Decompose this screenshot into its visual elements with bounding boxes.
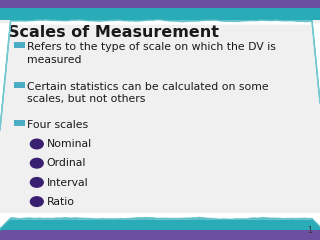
Circle shape [30, 178, 43, 187]
Text: Nominal: Nominal [46, 139, 92, 149]
Circle shape [30, 139, 43, 149]
Text: Refers to the type of scale on which the DV is
measured: Refers to the type of scale on which the… [27, 42, 276, 65]
FancyBboxPatch shape [0, 220, 320, 230]
FancyBboxPatch shape [0, 8, 320, 20]
FancyBboxPatch shape [0, 0, 320, 20]
Text: Scales of Measurement: Scales of Measurement [8, 25, 219, 40]
FancyBboxPatch shape [14, 42, 25, 48]
Circle shape [30, 197, 43, 206]
Text: 1: 1 [307, 226, 312, 235]
Text: Interval: Interval [46, 178, 88, 188]
FancyBboxPatch shape [0, 220, 320, 240]
Text: Certain statistics can be calculated on some
scales, but not others: Certain statistics can be calculated on … [27, 82, 269, 104]
Circle shape [30, 158, 43, 168]
Text: Four scales: Four scales [27, 120, 88, 130]
FancyBboxPatch shape [14, 82, 25, 88]
Text: Ratio: Ratio [46, 197, 75, 207]
Text: Ordinal: Ordinal [46, 158, 86, 168]
FancyBboxPatch shape [14, 120, 25, 126]
